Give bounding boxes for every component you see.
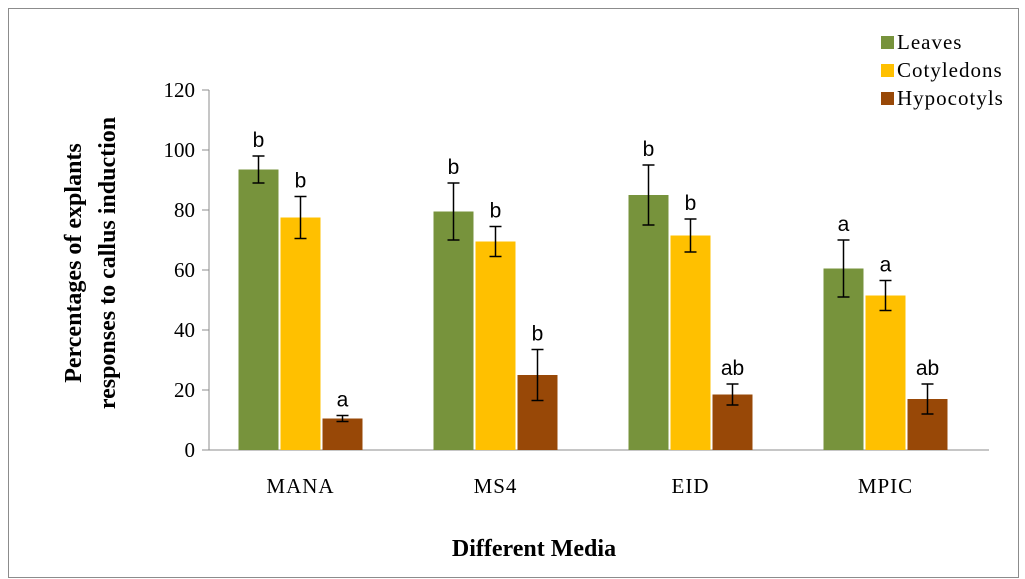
significance-letter: b [295,170,307,193]
y-tick-label: 120 [164,78,196,102]
y-axis-title-line-1: Percentages of explants [61,143,87,383]
bar-leaves-mana [238,169,279,450]
legend: Leaves Cotyledons Hypocotyls [881,30,1004,110]
legend-label-leaves: Leaves [897,30,962,54]
significance-letter: a [838,213,850,236]
significance-letter: b [643,138,655,161]
significance-letter: a [880,254,892,277]
bars [238,155,948,450]
x-tick-label: MANA [266,474,334,498]
legend-label-cotyledons: Cotyledons [897,58,1003,82]
bar-leaves-ms4 [433,211,474,450]
y-tick-label: 0 [185,438,196,462]
bar-hypocotyls-mana [322,418,363,450]
x-tick-label: MS4 [474,474,518,498]
bar-cotyledons-mpic [865,295,906,450]
y-tick-label: 100 [164,138,196,162]
x-axis-title: Different Media [452,536,616,562]
legend-swatch-cotyledons [881,64,894,77]
bar-cotyledons-ms4 [475,241,516,450]
x-tick-label: EID [672,474,710,498]
chart-frame: 0 20 40 60 80 100 120 MANA b b a MS4 b b b EID b b ab MPIC a… [8,8,1019,578]
y-tick-label: 40 [174,318,195,342]
y-tick-label: 20 [174,378,195,402]
significance-letter: b [685,192,697,215]
y-axis-title-line-2: responses to callus induction [95,117,121,409]
legend-swatch-hypocotyls [881,92,894,105]
significance-letter: b [253,129,265,152]
y-tick-label: 60 [174,258,195,282]
bar-leaves-eid [628,195,669,450]
y-tick-label: 80 [174,198,195,222]
bar-leaves-mpic [823,268,864,450]
bar-chart: 0 20 40 60 80 100 120 MANA b b a MS4 b b b EID b b ab MPIC a… [61,30,1004,562]
bar-cotyledons-eid [670,235,711,450]
bar-cotyledons-mana [280,217,321,450]
legend-label-hypocotyls: Hypocotyls [897,86,1004,110]
labels: 0 20 40 60 80 100 120 MANA b b a MS4 b b b EID b b ab MPIC a… [164,78,940,498]
significance-letter: ab [916,357,939,380]
significance-letter: b [448,156,460,179]
significance-letter: ab [721,357,744,380]
significance-letter: b [490,200,502,223]
legend-swatch-leaves [881,36,894,49]
x-tick-label: MPIC [858,474,913,498]
significance-letter: a [337,389,349,412]
significance-letter: b [532,323,544,346]
